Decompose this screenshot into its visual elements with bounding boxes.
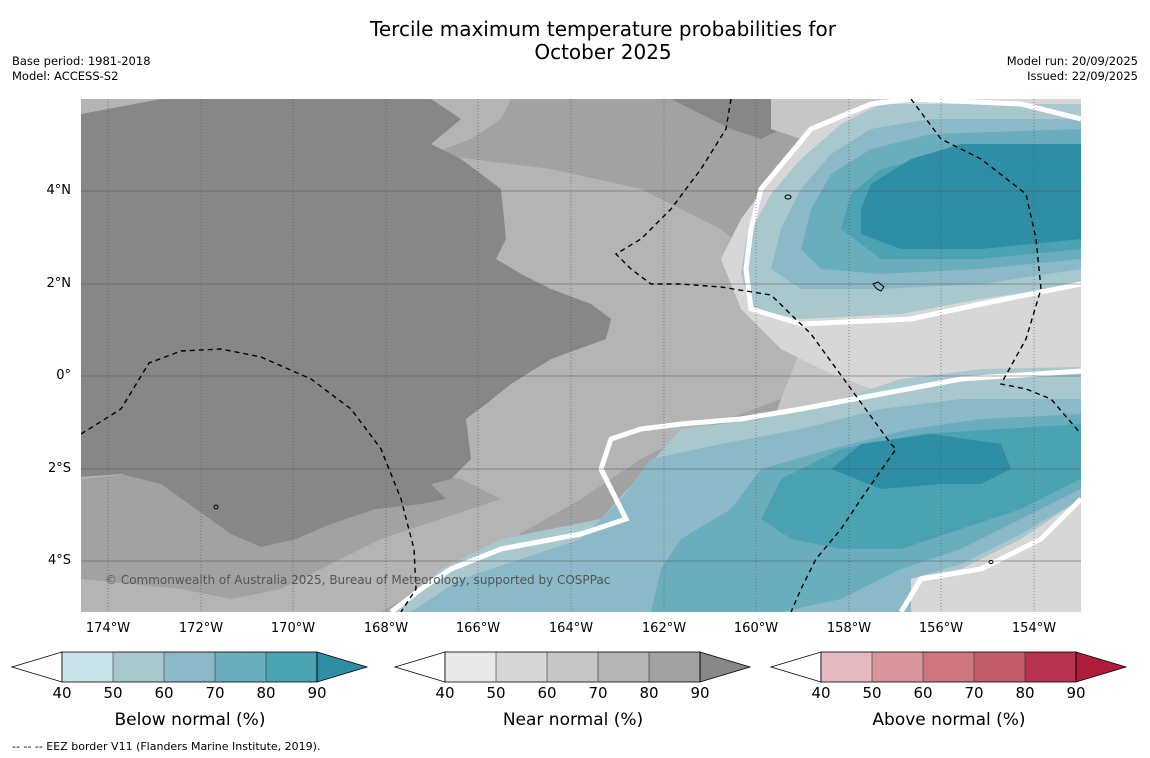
colorbar-near-extend-low: [393, 651, 446, 683]
colorbar-near-label: Near normal (%): [502, 710, 644, 730]
colorbar-above-extend-high: [1075, 651, 1128, 683]
colorbar-near-bin-70: [598, 652, 649, 682]
lon-label-156w: 156°W: [918, 621, 964, 636]
below-normal-south-90: [831, 434, 1011, 489]
lon-label-168w: 168°W: [363, 621, 409, 636]
lat-label-2s: 2°S: [47, 461, 71, 476]
tercile-boundary-southeast: [898, 497, 1081, 612]
eez-borders: [81, 99, 1081, 612]
base-period: Base period: 1981-2018: [12, 54, 151, 68]
colorbar-near-bin-80: [649, 652, 700, 682]
lon-label-166w: 166°W: [455, 621, 501, 636]
issued-date: Issued: 22/09/2025: [1027, 69, 1138, 83]
colorbar-above-label: Above normal (%): [872, 710, 1026, 730]
colorbar-below-label: Below normal (%): [114, 710, 266, 730]
lon-label-160w: 160°W: [733, 621, 779, 636]
title-line-2: October 2025: [534, 40, 672, 64]
lon-label-154w: 154°W: [1011, 621, 1057, 636]
colorbar-below-bin-70: [215, 652, 266, 682]
colorbar-near-tick-60: 60: [537, 684, 557, 702]
lat-label-4s: 4°S: [47, 553, 71, 568]
colorbar-above-tick-50: 50: [862, 684, 882, 702]
colorbar-below-tick-90: 90: [307, 684, 327, 702]
colorbar-above-bin-40: [821, 652, 872, 682]
colorbar-below-bin-50: [113, 652, 164, 682]
colorbar-near-tick-90: 90: [690, 684, 710, 702]
colorbar-below-bin-60: [164, 652, 215, 682]
colorbar-above-extend-low: [769, 651, 822, 683]
lon-label-158w: 158°W: [826, 621, 872, 636]
eez-footnote: -- -- -- EEZ border V11 (Flanders Marine…: [12, 740, 321, 753]
tercile-boundary-south: [389, 368, 1081, 612]
colorbar-below-bin-80: [266, 652, 317, 682]
below-normal-north-90: [861, 144, 1081, 249]
colorbar-near-bin-50: [496, 652, 547, 682]
colorbar-below-tick-60: 60: [154, 684, 174, 702]
map-panel: © Commonwealth of Australia 2025, Bureau…: [81, 99, 1081, 612]
colorbar-below-extend-high: [316, 651, 369, 683]
colorbar-near-tick-50: 50: [486, 684, 506, 702]
colorbar-below-bin-40: [62, 652, 113, 682]
colorbar-above-bin-60: [923, 652, 974, 682]
graticule: [81, 99, 1081, 612]
colorbar-below-tick-50: 50: [103, 684, 123, 702]
lon-label-170w: 170°W: [270, 621, 316, 636]
lat-label-2n: 2°N: [46, 276, 72, 291]
meta-right: Model run: 20/09/2025 Issued: 22/09/2025: [1007, 54, 1138, 84]
title-line-1: Tercile maximum temperature probabilitie…: [370, 17, 836, 41]
lon-label-164w: 164°W: [548, 621, 594, 636]
colorbar-below-tick-70: 70: [205, 684, 225, 702]
colorbar-near-bin-40: [445, 652, 496, 682]
colorbar-above-tick-40: 40: [811, 684, 831, 702]
colorbar-above-tick-60: 60: [913, 684, 933, 702]
colorbar-near-bin-60: [547, 652, 598, 682]
map-title: Tercile maximum temperature probabilitie…: [0, 18, 1150, 64]
colorbar-above-bin-50: [872, 652, 923, 682]
colorbar-near-extend-high: [699, 651, 752, 683]
model-name: Model: ACCESS-S2: [12, 69, 119, 83]
lat-label-4n: 4°N: [46, 183, 72, 198]
colorbar-above-normal: [769, 651, 1128, 683]
model-run: Model run: 20/09/2025: [1006, 54, 1138, 68]
colorbar-below-tick-40: 40: [52, 684, 72, 702]
colorbar-below-extend-low: [10, 651, 63, 683]
lon-label-172w: 172°W: [178, 621, 224, 636]
colorbar-above-tick-80: 80: [1015, 684, 1035, 702]
near-normal-90-region: [81, 99, 806, 547]
map-svg: © Commonwealth of Australia 2025, Bureau…: [81, 99, 1081, 612]
colorbar-near-normal: [393, 651, 752, 683]
tercile-boundary-north: [743, 99, 1081, 327]
colorbar-below-normal: [10, 651, 369, 683]
colorbar-below-tick-80: 80: [256, 684, 276, 702]
colorbar-near-tick-80: 80: [639, 684, 659, 702]
colorbar-above-bin-80: [1025, 652, 1076, 682]
colorbar-above-tick-90: 90: [1066, 684, 1086, 702]
meta-left: Base period: 1981-2018 Model: ACCESS-S2: [12, 54, 151, 84]
colorbar-above-bin-70: [974, 652, 1025, 682]
colorbar-near-tick-40: 40: [435, 684, 455, 702]
lat-label-0: 0°: [56, 368, 71, 383]
colorbar-above-tick-70: 70: [964, 684, 984, 702]
colorbar-near-tick-70: 70: [588, 684, 608, 702]
lon-label-162w: 162°W: [641, 621, 687, 636]
islands: [213, 194, 994, 564]
copyright-text: © Commonwealth of Australia 2025, Bureau…: [105, 573, 610, 587]
lon-label-174w: 174°W: [85, 621, 131, 636]
